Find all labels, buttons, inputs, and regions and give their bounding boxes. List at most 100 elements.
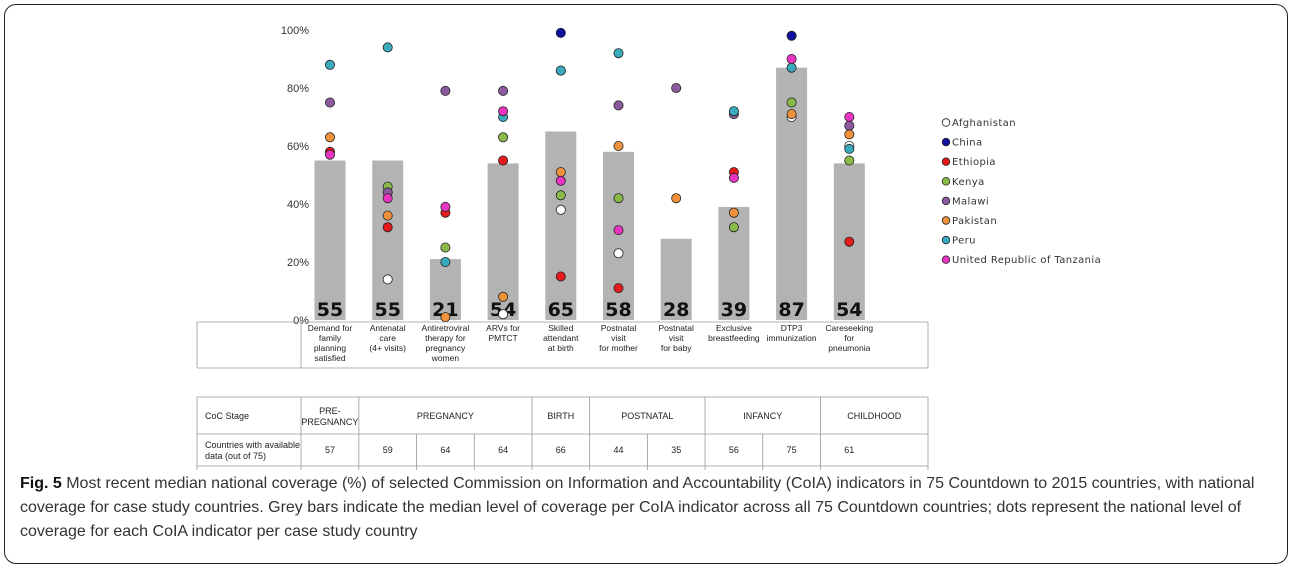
- table-cell: 57: [325, 445, 335, 455]
- legend-label: China: [952, 138, 983, 149]
- legend-label: Kenya: [952, 177, 985, 188]
- category-label-line: ARVs for: [486, 323, 520, 333]
- category-label-line: care: [379, 333, 396, 343]
- dot-peru: [613, 48, 624, 59]
- category-label-line: for: [844, 333, 854, 343]
- legend-swatch: [941, 196, 951, 206]
- category-label-line: pneumonia: [828, 343, 870, 353]
- dot-pakistan: [613, 140, 624, 151]
- table-cell: 61: [844, 445, 854, 455]
- dot-afghanistan: [613, 248, 624, 259]
- bar: [429, 259, 461, 320]
- category-label-line: pregnancy: [426, 343, 466, 353]
- row-label: Countries with available data (out of 75): [205, 440, 300, 461]
- bar: [314, 160, 346, 320]
- category-label-line: visit: [669, 333, 684, 343]
- table-cell: 35: [671, 445, 681, 455]
- dot-malawi: [613, 100, 624, 111]
- bar-value-label: 39: [721, 299, 747, 321]
- coverage-chart: 0%20%40%60%80%100% 55552154655828398754 …: [196, 25, 1101, 470]
- legend-swatch: [941, 235, 951, 245]
- table-cell: 75: [787, 445, 797, 455]
- dot-pakistan: [440, 312, 451, 323]
- dot-kenya: [786, 97, 797, 108]
- bar: [545, 131, 577, 320]
- table-cell-line: 57: [325, 445, 335, 455]
- dot-kenya: [498, 132, 509, 143]
- legend-swatch: [941, 255, 951, 264]
- legend-swatch: [941, 157, 951, 166]
- category-label-line: Exclusive: [716, 323, 752, 333]
- table-cell-line: 61: [844, 445, 854, 455]
- category-label-line: Antenatal: [370, 323, 406, 333]
- legend: Afghanistan China Ethiopia Kenya Malawi Pakis…: [941, 118, 1101, 266]
- y-tick-label: 40%: [287, 199, 309, 211]
- row-label-line: Countries with available: [205, 440, 300, 450]
- table-cell-line: 59: [383, 445, 393, 455]
- dot-malawi: [844, 120, 855, 131]
- dot-united-republic-of-tanzania: [555, 175, 566, 186]
- legend-swatch: [941, 137, 951, 147]
- dot-peru: [555, 65, 566, 76]
- stage-label-line: INFANCY: [743, 411, 782, 421]
- stage-label-line: BIRTH: [547, 411, 574, 421]
- legend-label: Malawi: [952, 196, 989, 207]
- dot-ethiopia: [613, 283, 624, 294]
- stage-label: PRE-PREGNANCY: [301, 406, 358, 427]
- bar: [660, 238, 692, 320]
- category-label-line: Skilled: [548, 323, 573, 333]
- category-label-line: therapy for: [425, 333, 466, 343]
- dot-afghanistan: [498, 309, 509, 320]
- figure-label: Fig. 5: [20, 475, 62, 492]
- category-label-line: Postnatal: [658, 323, 694, 333]
- category-label-line: immunization: [767, 333, 817, 343]
- stage-label-line: PRE-: [319, 406, 341, 416]
- category-label-line: for baby: [661, 343, 692, 353]
- figure-caption: Fig. 5 Most recent median national cover…: [20, 472, 1270, 544]
- category-label-line: for mother: [599, 343, 638, 353]
- category-label-line: Postnatal: [601, 323, 637, 333]
- legend-swatch: [941, 177, 951, 186]
- dot-ethiopia: [498, 155, 509, 166]
- category-label: DTP3 immunization: [767, 323, 817, 343]
- stage-label: BIRTH: [547, 411, 574, 421]
- category-label-line: family: [319, 333, 342, 343]
- stage-label: PREGNANCY: [417, 411, 474, 421]
- bars: 55552154655828398754: [314, 67, 865, 321]
- category-label-line: Antiretroviral: [422, 323, 470, 333]
- y-tick-label: 0%: [293, 315, 309, 327]
- dot-peru: [440, 256, 451, 267]
- legend-label: Pakistan: [952, 216, 997, 227]
- category-label-line: satisfied: [314, 353, 345, 363]
- table-cell-line: 75: [787, 445, 797, 455]
- dot-united-republic-of-tanzania: [440, 201, 451, 212]
- stage-label-line: PREGNANCY: [417, 411, 474, 421]
- bar-value-label: 87: [778, 299, 804, 321]
- table-cell-line: 66: [556, 445, 566, 455]
- category-label-line: Demand for: [308, 323, 353, 333]
- category-label: Careseeking for pneumonia: [825, 323, 873, 353]
- bar-value-label: 21: [432, 299, 458, 321]
- legend-label: Ethiopia: [952, 157, 996, 168]
- y-tick-label: 100%: [281, 25, 309, 37]
- dot-pakistan: [786, 109, 797, 120]
- bar-value-label: 58: [605, 299, 631, 321]
- stage-label: INFANCY: [743, 411, 782, 421]
- bar-value-label: 65: [548, 299, 574, 321]
- dot-kenya: [440, 242, 451, 253]
- dot-peru: [382, 42, 393, 53]
- bar: [603, 151, 634, 320]
- dot-kenya: [844, 155, 855, 166]
- caption-text: Most recent median national coverage (%)…: [20, 475, 1255, 540]
- category-label-line: (4+ visits): [369, 343, 406, 353]
- y-tick-label: 80%: [287, 83, 309, 95]
- y-axis: 0% 20% 40% 60% 80% 100%: [281, 25, 309, 327]
- dot-china: [786, 30, 797, 41]
- category-label: ARVs for PMTCT: [486, 323, 520, 343]
- dot-malawi: [324, 97, 335, 108]
- category-label-line: at birth: [548, 343, 574, 353]
- stage-label: CHILDHOOD: [847, 411, 902, 421]
- dot-ethiopia: [555, 271, 566, 282]
- table-header-label: CoC Stage: [205, 411, 249, 421]
- dot-malawi: [671, 83, 682, 94]
